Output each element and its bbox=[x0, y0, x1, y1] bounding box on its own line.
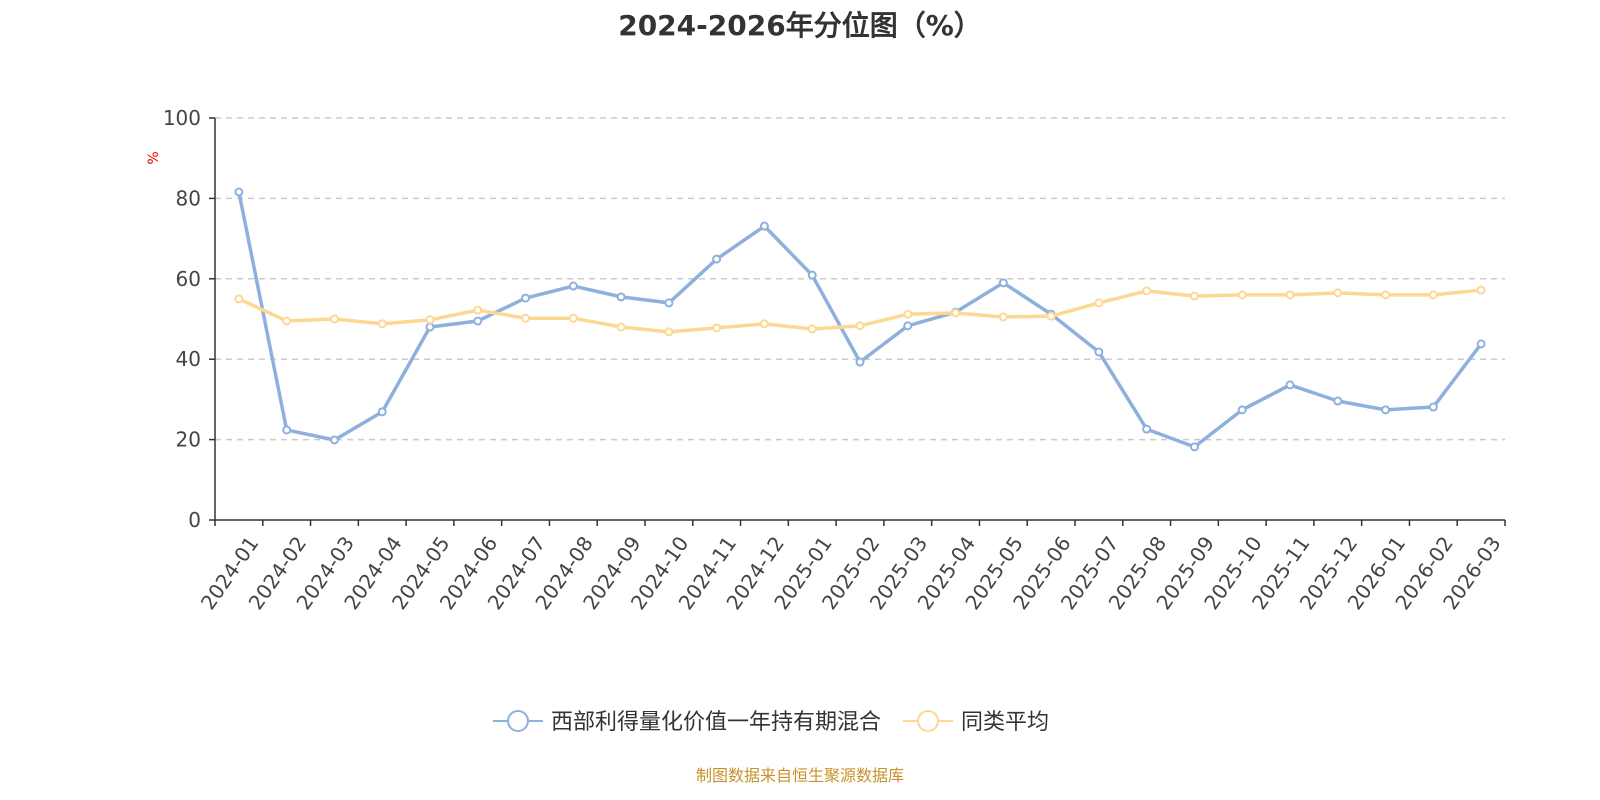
data-point bbox=[282, 316, 292, 326]
data-point bbox=[1476, 285, 1486, 295]
data-point bbox=[998, 278, 1008, 288]
legend-marker-icon bbox=[507, 710, 529, 732]
data-point bbox=[1189, 442, 1199, 452]
legend-label: 同类平均 bbox=[961, 710, 1049, 735]
data-point bbox=[1142, 286, 1152, 296]
y-tick-label: 40 bbox=[176, 347, 201, 371]
data-point bbox=[807, 324, 817, 334]
series-1 bbox=[234, 285, 1486, 337]
data-point bbox=[1428, 290, 1438, 300]
data-point bbox=[329, 314, 339, 324]
data-point bbox=[425, 322, 435, 332]
y-tick-label: 20 bbox=[176, 428, 201, 452]
data-point bbox=[473, 316, 483, 326]
data-point bbox=[759, 221, 769, 231]
data-point bbox=[1285, 290, 1295, 300]
data-point bbox=[521, 293, 531, 303]
data-point bbox=[903, 321, 913, 331]
data-point bbox=[521, 313, 531, 323]
data-point bbox=[282, 425, 292, 435]
series-0 bbox=[234, 187, 1486, 452]
legend: 西部利得量化价值一年持有期混合 同类平均 bbox=[493, 710, 1049, 735]
data-point bbox=[951, 308, 961, 318]
data-point bbox=[1333, 396, 1343, 406]
data-point bbox=[807, 270, 817, 280]
data-point bbox=[1428, 402, 1438, 412]
chart-title: 2024-2026年分位图（%） bbox=[618, 9, 982, 42]
data-point bbox=[1381, 290, 1391, 300]
data-point bbox=[568, 281, 578, 291]
y-tick-label: 0 bbox=[188, 508, 201, 532]
data-point bbox=[329, 435, 339, 445]
data-point bbox=[1237, 290, 1247, 300]
y-tick-label: 100 bbox=[163, 106, 201, 130]
data-point bbox=[1094, 298, 1104, 308]
legend-label: 西部利得量化价值一年持有期混合 bbox=[551, 710, 881, 735]
data-point bbox=[1142, 424, 1152, 434]
data-point bbox=[568, 313, 578, 323]
y-tick-label: 80 bbox=[176, 186, 201, 210]
data-point bbox=[616, 322, 626, 332]
data-point bbox=[234, 187, 244, 197]
data-point bbox=[1094, 347, 1104, 357]
source-note: 制图数据来自恒生聚源数据库 bbox=[695, 766, 904, 785]
data-point bbox=[903, 309, 913, 319]
data-point bbox=[1189, 291, 1199, 301]
data-point bbox=[425, 315, 435, 325]
data-point bbox=[1285, 380, 1295, 390]
data-point bbox=[664, 327, 674, 337]
y-axis-label: % bbox=[146, 151, 162, 164]
data-point bbox=[759, 319, 769, 329]
data-point bbox=[377, 407, 387, 417]
data-point bbox=[712, 254, 722, 264]
data-point bbox=[855, 321, 865, 331]
data-point bbox=[1381, 405, 1391, 415]
data-point bbox=[664, 298, 674, 308]
data-point bbox=[1476, 339, 1486, 349]
data-point bbox=[855, 357, 865, 367]
data-point bbox=[1333, 288, 1343, 298]
y-tick-label: 60 bbox=[176, 267, 201, 291]
data-point bbox=[234, 294, 244, 304]
data-point bbox=[1046, 311, 1056, 321]
data-point bbox=[616, 292, 626, 302]
data-point bbox=[998, 312, 1008, 322]
data-point bbox=[1237, 405, 1247, 415]
data-point bbox=[712, 323, 722, 333]
legend-marker-icon bbox=[917, 710, 940, 732]
data-point bbox=[377, 319, 387, 329]
data-point bbox=[473, 305, 483, 315]
